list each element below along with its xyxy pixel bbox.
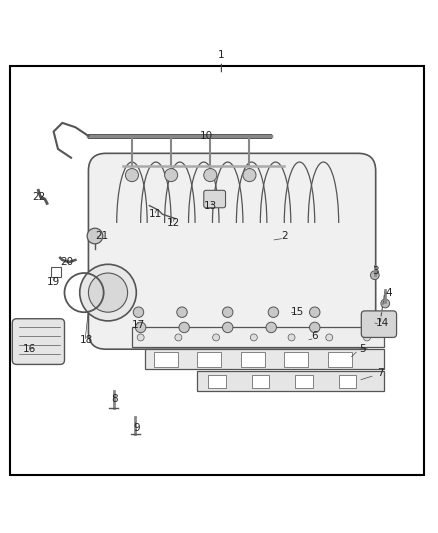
- Text: 4: 4: [385, 288, 392, 297]
- Text: 2: 2: [281, 231, 288, 241]
- FancyBboxPatch shape: [145, 349, 385, 369]
- Text: 15: 15: [291, 307, 304, 317]
- Text: 21: 21: [95, 231, 108, 241]
- Bar: [252, 375, 269, 389]
- Bar: [295, 375, 313, 389]
- Circle shape: [212, 334, 219, 341]
- Circle shape: [251, 334, 257, 341]
- Bar: [154, 352, 178, 367]
- Text: 13: 13: [204, 200, 217, 211]
- Circle shape: [137, 334, 144, 341]
- Bar: [241, 352, 265, 367]
- Text: 5: 5: [359, 344, 366, 354]
- Text: 1: 1: [218, 51, 225, 60]
- FancyBboxPatch shape: [88, 154, 376, 349]
- Circle shape: [175, 334, 182, 341]
- Circle shape: [371, 271, 379, 279]
- Text: 12: 12: [167, 218, 180, 228]
- FancyBboxPatch shape: [12, 319, 64, 365]
- Circle shape: [88, 273, 127, 312]
- Circle shape: [310, 322, 320, 333]
- Circle shape: [133, 307, 144, 318]
- Text: 10: 10: [199, 131, 212, 141]
- Text: 3: 3: [372, 266, 379, 276]
- Text: 22: 22: [32, 192, 45, 202]
- Text: 8: 8: [111, 394, 118, 404]
- Circle shape: [364, 334, 371, 341]
- Bar: [197, 352, 221, 367]
- Text: 7: 7: [377, 368, 383, 378]
- Text: 17: 17: [132, 320, 145, 330]
- Circle shape: [326, 334, 333, 341]
- Circle shape: [266, 322, 276, 333]
- Circle shape: [87, 228, 103, 244]
- Circle shape: [179, 322, 189, 333]
- Bar: [208, 375, 226, 389]
- FancyBboxPatch shape: [132, 327, 385, 347]
- Circle shape: [288, 334, 295, 341]
- Circle shape: [177, 307, 187, 318]
- FancyBboxPatch shape: [361, 311, 396, 337]
- Text: 16: 16: [23, 344, 36, 354]
- Bar: [51, 266, 61, 277]
- Circle shape: [223, 322, 233, 333]
- FancyBboxPatch shape: [204, 190, 226, 208]
- Circle shape: [80, 264, 136, 321]
- Circle shape: [204, 168, 217, 182]
- Circle shape: [268, 307, 279, 318]
- Circle shape: [381, 299, 390, 308]
- Circle shape: [310, 307, 320, 318]
- Bar: [339, 375, 356, 389]
- Text: 9: 9: [133, 423, 140, 433]
- Text: 18: 18: [80, 335, 93, 345]
- Circle shape: [125, 168, 138, 182]
- Circle shape: [243, 168, 256, 182]
- Text: 6: 6: [311, 331, 318, 341]
- Text: 14: 14: [375, 318, 389, 328]
- Bar: [328, 352, 352, 367]
- Text: 20: 20: [60, 257, 73, 267]
- Circle shape: [223, 307, 233, 318]
- Bar: [284, 352, 308, 367]
- Text: 11: 11: [149, 209, 162, 219]
- Circle shape: [135, 322, 146, 333]
- Circle shape: [165, 168, 178, 182]
- FancyBboxPatch shape: [197, 371, 385, 391]
- Text: 19: 19: [47, 277, 60, 287]
